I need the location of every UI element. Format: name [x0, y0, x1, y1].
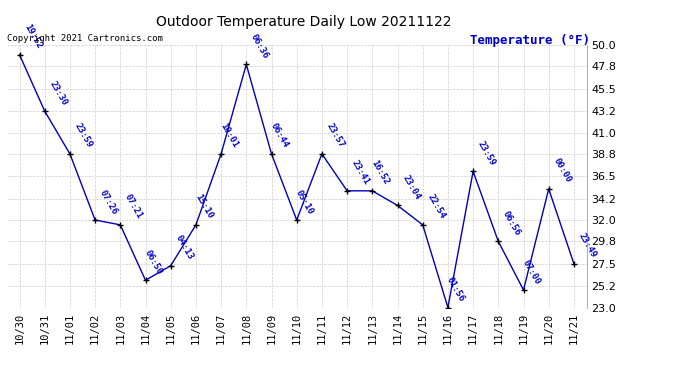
Text: 07:00: 07:00	[521, 258, 542, 286]
Text: 07:21: 07:21	[123, 193, 144, 221]
Text: Temperature (°F): Temperature (°F)	[470, 34, 590, 47]
Text: 07:26: 07:26	[98, 188, 119, 216]
Text: 23:41: 23:41	[350, 159, 371, 187]
Text: 06:36: 06:36	[249, 33, 270, 60]
Text: 23:30: 23:30	[48, 79, 69, 107]
Text: 06:44: 06:44	[268, 122, 290, 150]
Text: 00:00: 00:00	[551, 157, 573, 185]
Text: 04:13: 04:13	[173, 234, 195, 261]
Text: 23:49: 23:49	[577, 232, 598, 260]
Text: 10:01: 10:01	[218, 122, 239, 150]
Text: Copyright 2021 Cartronics.com: Copyright 2021 Cartronics.com	[7, 34, 163, 43]
Text: 06:56: 06:56	[501, 210, 522, 237]
Text: Outdoor Temperature Daily Low 20211122: Outdoor Temperature Daily Low 20211122	[156, 15, 451, 29]
Text: 16:52: 16:52	[370, 159, 391, 187]
Text: 01:56: 01:56	[445, 276, 466, 303]
Text: 23:59: 23:59	[72, 122, 94, 150]
Text: 05:10: 05:10	[294, 188, 315, 216]
Text: 23:59: 23:59	[476, 140, 497, 167]
Text: 23:57: 23:57	[325, 122, 346, 150]
Text: 19:52: 19:52	[22, 23, 43, 51]
Text: 23:04: 23:04	[400, 174, 422, 201]
Text: 15:10: 15:10	[193, 193, 215, 221]
Text: 22:54: 22:54	[426, 193, 446, 221]
Text: 06:50: 06:50	[143, 248, 164, 276]
